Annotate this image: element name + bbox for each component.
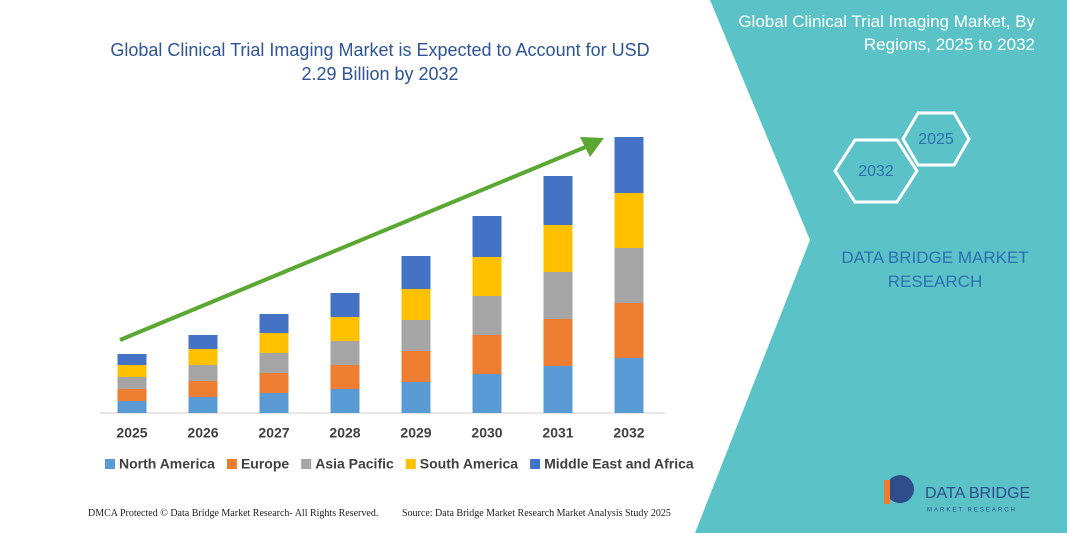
bar-segment <box>472 374 502 413</box>
bar-segment <box>330 365 360 389</box>
bar-segment <box>472 335 502 374</box>
bar-segment <box>330 389 360 413</box>
legend-label: North America <box>119 456 215 472</box>
bar-segment <box>543 366 573 413</box>
x-tick-label: 2025 <box>116 425 147 441</box>
bar-segment <box>188 349 218 365</box>
bar-segment <box>188 381 218 397</box>
bar-segment <box>543 225 573 272</box>
footer-right: Source: Data Bridge Market Research Mark… <box>402 508 671 519</box>
bar-segment <box>401 320 431 351</box>
bar-segment <box>614 358 644 413</box>
panel-title: Global Clinical Trial Imaging Market, By… <box>738 12 1035 54</box>
bar-segment <box>543 176 573 225</box>
bar-segment <box>188 335 218 349</box>
brand-text: DATA BRIDGE MARKET RESEARCH <box>841 248 1029 291</box>
bar-segment <box>330 317 360 341</box>
bar-segment <box>614 137 644 193</box>
hex-label: 2032 <box>858 163 894 180</box>
side-panel <box>695 0 1067 533</box>
bar-segment <box>472 257 502 296</box>
bar-segment <box>401 382 431 413</box>
chart-title: Global Clinical Trial Imaging Market is … <box>110 40 650 84</box>
legend-label: Asia Pacific <box>315 456 394 472</box>
legend-swatch <box>105 459 115 469</box>
logo-tagline: MARKET RESEARCH <box>927 508 1017 514</box>
legend-swatch <box>301 459 312 469</box>
legend-label: South America <box>420 456 518 472</box>
bar-segment <box>330 341 360 365</box>
arrow-head <box>580 137 604 157</box>
bar-segment <box>117 377 147 389</box>
bar-segment <box>472 296 502 335</box>
trend-arrow <box>119 144 589 342</box>
legend-swatch <box>405 459 416 469</box>
bar-segment <box>259 314 289 333</box>
bar-segment <box>614 303 644 358</box>
bar-segment <box>401 256 431 289</box>
x-tick-label: 2028 <box>329 425 360 441</box>
x-tick-label: 2031 <box>542 425 573 441</box>
bar-segment <box>259 333 289 353</box>
bar-segment <box>401 351 431 382</box>
x-tick-label: 2030 <box>471 425 502 441</box>
x-tick-label: 2027 <box>258 425 289 441</box>
hexagon <box>901 111 971 167</box>
bar-segment <box>117 365 147 377</box>
bar-segment <box>543 319 573 366</box>
bar-segment <box>117 401 147 413</box>
x-tick-label: 2026 <box>187 425 218 441</box>
bar-segment <box>543 272 573 319</box>
logo-mark <box>886 475 915 504</box>
bar-segment <box>259 373 289 393</box>
bar-segment <box>259 353 289 373</box>
bar-segment <box>614 193 644 248</box>
x-tick-label: 2032 <box>613 425 644 441</box>
legend-swatch <box>530 459 541 469</box>
bar-segment <box>401 289 431 320</box>
bar-segment <box>614 248 644 303</box>
bar-segment <box>188 397 218 413</box>
hex-label: 2025 <box>918 131 954 148</box>
footer-left: DMCA Protected © Data Bridge Market Rese… <box>88 508 379 519</box>
plot: 2025 2026 2027 2028 2029 2030 2031 2032 North Am… <box>105 137 694 472</box>
bar-segment <box>188 365 218 381</box>
bar-segment <box>117 389 147 401</box>
x-tick-label: 2029 <box>400 425 431 441</box>
bar-segment <box>472 216 502 257</box>
legend-swatch <box>226 459 237 469</box>
legend-label: Europe <box>241 456 289 472</box>
bar-segment <box>330 293 360 317</box>
legend-label: Middle East and Africa <box>544 456 694 472</box>
hexagon <box>833 138 919 204</box>
bar-segment <box>259 393 289 413</box>
bar-segment <box>117 354 147 365</box>
logo-mark <box>884 480 890 504</box>
logo-name: DATA BRIDGE <box>925 485 1030 502</box>
